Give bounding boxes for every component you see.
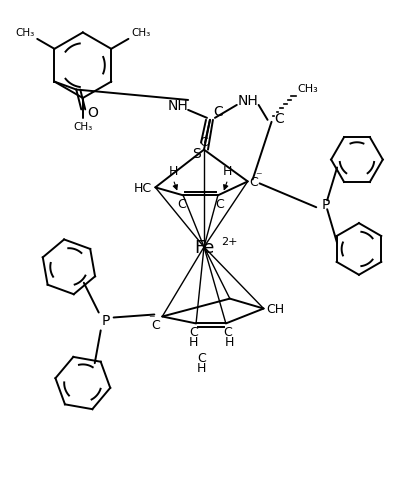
Text: O: O [87, 106, 98, 120]
Text: C: C [223, 326, 232, 339]
Text: NH: NH [168, 99, 189, 113]
Text: HC: HC [134, 182, 153, 195]
Text: H: H [223, 165, 233, 178]
Text: CH₃: CH₃ [16, 29, 35, 38]
Text: H: H [169, 165, 178, 178]
Text: ⁻: ⁻ [256, 169, 262, 182]
Text: C: C [198, 351, 207, 364]
Text: Fe: Fe [194, 239, 214, 257]
Text: CH₃: CH₃ [73, 121, 92, 132]
Text: C: C [274, 112, 284, 125]
Text: C: C [213, 105, 222, 119]
Text: C: C [152, 319, 160, 332]
Text: H: H [189, 336, 198, 348]
Text: P: P [321, 198, 330, 212]
Text: H: H [225, 336, 234, 348]
Text: C: C [190, 326, 198, 339]
Text: CH₃: CH₃ [131, 29, 150, 38]
Text: C: C [216, 198, 224, 211]
Text: CH: CH [267, 302, 285, 316]
Text: NH: NH [237, 94, 258, 108]
Text: C: C [177, 198, 186, 211]
Text: 2+: 2+ [221, 237, 237, 246]
Text: P: P [101, 314, 110, 328]
Text: CH₃: CH₃ [297, 84, 318, 94]
Text: S: S [192, 146, 201, 160]
Text: ⁻: ⁻ [148, 312, 154, 325]
Text: C: C [249, 176, 258, 189]
Text: H: H [196, 362, 206, 375]
Text: C: C [200, 136, 208, 148]
